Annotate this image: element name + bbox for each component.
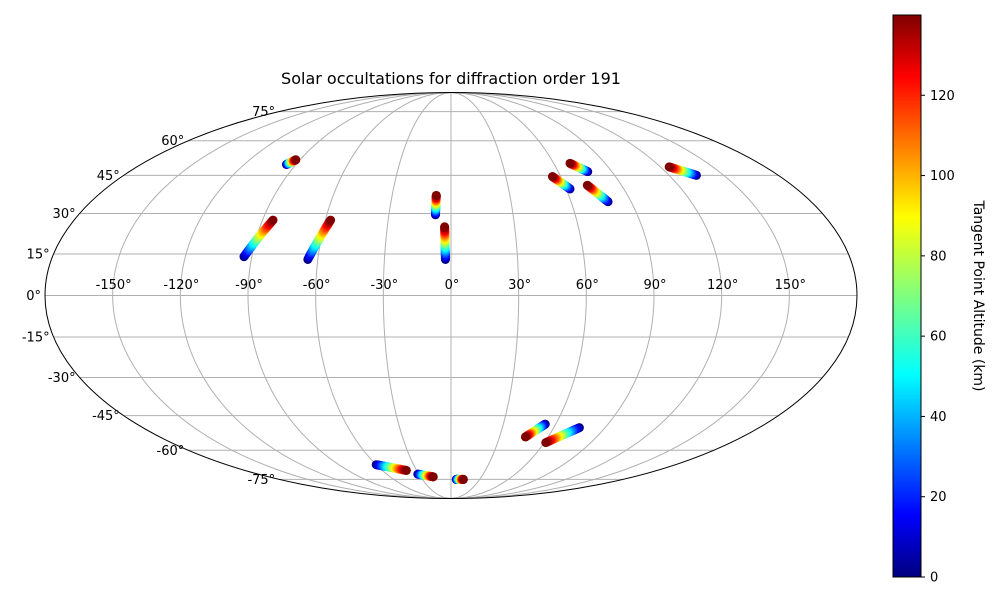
colorbar: 0 20 40 60 80 100 120 Tangent Point Altitude (… [892,14,986,586]
data-point [565,158,575,168]
meridian-line [450,92,723,499]
lon-tick-label: 150° [775,278,806,293]
colorbar-tick-label: 40 [930,410,947,425]
lat-tick-label: -60° [157,444,185,459]
lat-tick-label: -75° [247,473,275,488]
meridian-line [450,92,520,499]
lat-tick-label: -15° [22,331,50,346]
map-boundary [44,92,858,499]
lon-tick-label: 0° [445,278,460,293]
data-point [547,172,557,182]
chart-title: Solar occultations for diffraction order… [281,69,621,88]
lat-tick-label: -45° [92,409,120,424]
data-point [431,190,441,200]
colorbar-tick-label: 20 [930,490,947,505]
lat-tick-label: 45° [97,169,120,184]
lon-tick-label: -30° [370,278,398,293]
lon-tick-label: 30° [508,278,531,293]
lon-tick-label: -150° [96,278,132,293]
lat-tick-label: 60° [161,134,184,149]
data-point [401,465,411,475]
lat-tick-label: 30° [53,207,76,222]
lat-tick-label: 0° [26,289,41,304]
lon-tick-label: -120° [163,278,199,293]
lon-tick-label: -90° [235,278,263,293]
data-point [541,438,551,448]
data-point [458,474,468,484]
meridian-line [450,92,655,499]
meridian-line [382,92,452,499]
data-point [291,155,301,165]
colorbar-tick-label: 100 [930,169,955,184]
data-point [664,162,674,172]
lat-tick-label: 15° [27,247,50,262]
data-points [239,155,701,484]
data-point [520,432,530,442]
meridian-line [450,92,790,499]
colorbar-tick-label: 80 [930,249,947,264]
meridian-line [450,92,587,499]
lon-tick-label: 60° [576,278,599,293]
colorbar-ticks: 0 20 40 60 80 100 120 [921,89,955,586]
data-point [582,180,592,190]
data-point [268,215,278,225]
lon-tick-label: 120° [707,278,738,293]
lon-tick-label: 90° [643,278,666,293]
data-point [428,472,438,482]
meridian-line [315,92,452,499]
colorbar-tick-label: 120 [930,89,955,104]
data-point [440,222,450,232]
colorbar-label: Tangent Point Altitude (km) [970,199,986,391]
meridian-line [179,92,452,499]
data-point [326,215,336,225]
colorbar-tick-label: 60 [930,330,947,345]
colorbar-tick-label: 0 [930,571,938,586]
lon-tick-label: -60° [303,278,331,293]
lat-tick-label: 75° [252,105,275,120]
graticule [44,92,858,499]
meridian-line [112,92,452,499]
tick-labels: -150° -120° -90° -60° -30° 0° 30° 60° 90° 120° 150… [22,105,806,488]
colorbar-gradient [892,14,922,578]
meridian-line [247,92,452,499]
lat-tick-label: -30° [48,371,76,386]
